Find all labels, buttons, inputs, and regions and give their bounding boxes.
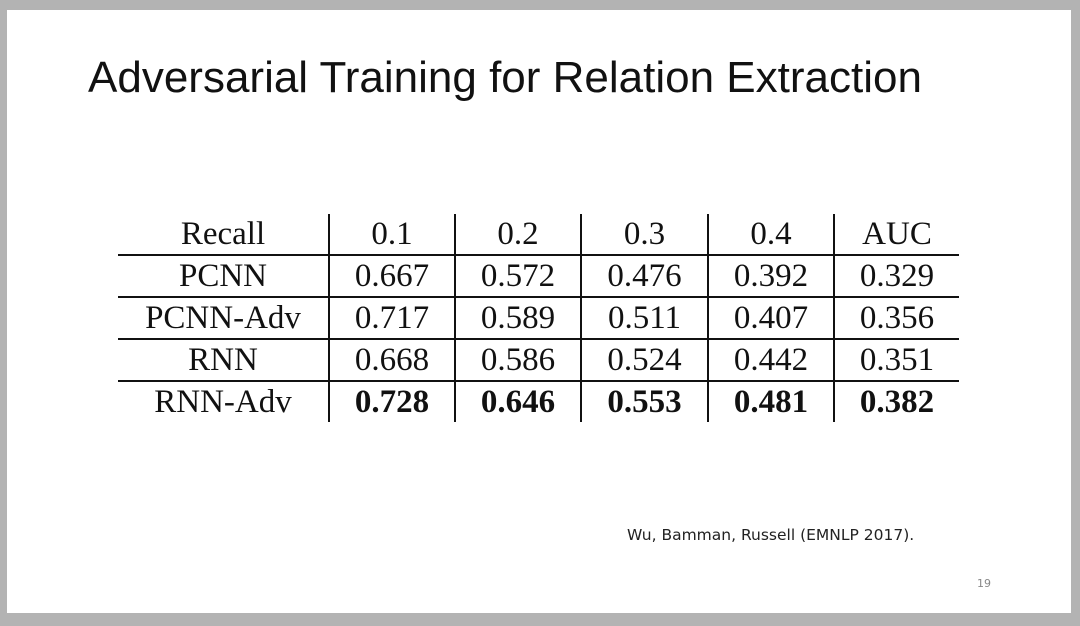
- row-label: PCNN: [178, 258, 268, 294]
- row-label: PCNN-Adv: [145, 300, 301, 336]
- table-cell: 0.717: [328, 297, 455, 339]
- header-recall-0-1: 0.1: [328, 214, 455, 255]
- table-cell: 0.351: [833, 339, 959, 381]
- table-cell: 0.524: [580, 339, 708, 381]
- table-header-row: Recall 0.1 0.2 0.3 0.4 AUC: [118, 214, 959, 255]
- page-number: 19: [977, 577, 991, 590]
- row-label: RNN-Adv: [154, 384, 292, 420]
- table-cell: 0.329: [833, 255, 959, 297]
- header-auc: AUC: [833, 214, 959, 255]
- table-cell: 0.589: [454, 297, 581, 339]
- table-cell: 0.392: [707, 255, 834, 297]
- results-table: Recall 0.1 0.2 0.3 0.4 AUC PCNN 0.667 0.…: [118, 214, 959, 422]
- table-cell: 0.476: [580, 255, 708, 297]
- table-cell: 0.356: [833, 297, 959, 339]
- table-cell: 0.668: [328, 339, 455, 381]
- slide-title: Adversarial Training for Relation Extrac…: [88, 53, 922, 102]
- table-cell: 0.511: [580, 297, 708, 339]
- table-row: PCNN-Adv 0.717 0.589 0.511 0.407 0.356: [118, 297, 959, 339]
- table-cell-best: 0.553: [580, 381, 708, 422]
- header-recall-0-3: 0.3: [580, 214, 708, 255]
- table-cell-best: 0.646: [454, 381, 581, 422]
- table-row: PCNN 0.667 0.572 0.476 0.392 0.329: [118, 255, 959, 297]
- citation: Wu, Bamman, Russell (EMNLP 2017).: [627, 526, 915, 544]
- table-cell: 0.667: [328, 255, 455, 297]
- table-cell: 0.407: [707, 297, 834, 339]
- table-row: RNN-Adv 0.728 0.646 0.553 0.481 0.382: [118, 381, 959, 422]
- table-cell: 0.572: [454, 255, 581, 297]
- table-cell: 0.442: [707, 339, 834, 381]
- table-cell: 0.586: [454, 339, 581, 381]
- table-row: RNN 0.668 0.586 0.524 0.442 0.351: [118, 339, 959, 381]
- row-label: RNN: [188, 342, 258, 378]
- table-cell-best: 0.481: [707, 381, 834, 422]
- table-cell-best: 0.728: [328, 381, 455, 422]
- table-cell-best: 0.382: [833, 381, 959, 422]
- slide: Adversarial Training for Relation Extrac…: [7, 10, 1071, 613]
- header-recall: Recall: [180, 216, 266, 252]
- header-recall-0-4: 0.4: [707, 214, 834, 255]
- header-recall-0-2: 0.2: [454, 214, 581, 255]
